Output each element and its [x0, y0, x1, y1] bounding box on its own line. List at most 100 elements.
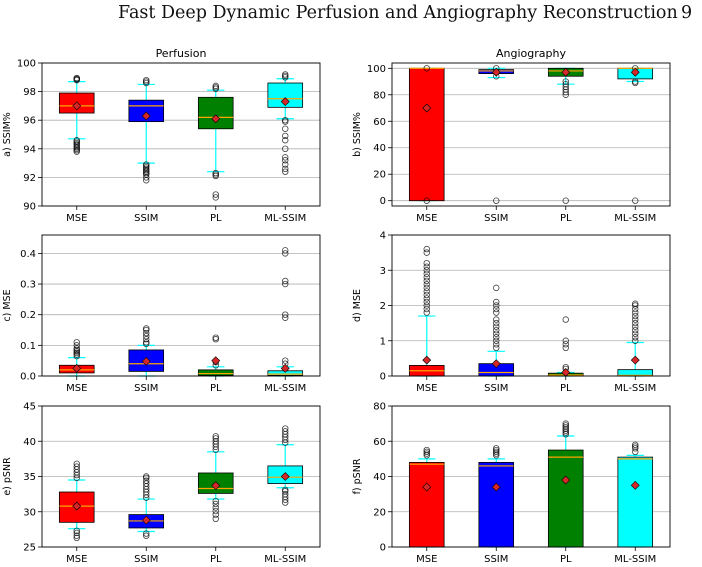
- y-axis-label: f) pSNR: [352, 458, 363, 494]
- y-tick-label: 0: [380, 196, 386, 207]
- box-ssim: [128, 325, 165, 377]
- outlier-point: [143, 161, 150, 168]
- outlier-point: [212, 500, 219, 508]
- box-mse: [58, 74, 95, 155]
- outlier-point: [632, 443, 639, 450]
- y-tick-label: 0.0: [20, 372, 36, 383]
- outlier-point: [282, 486, 289, 494]
- box-ml-ssim: [617, 65, 654, 204]
- outlier-point: [423, 450, 430, 457]
- box-pl: [547, 316, 584, 377]
- outlier-point: [493, 334, 500, 341]
- outlier-point: [73, 342, 80, 349]
- outlier-point: [73, 137, 80, 144]
- outlier-point: [493, 284, 500, 292]
- outlier-point: [212, 507, 219, 515]
- outlier-point: [493, 323, 500, 330]
- x-tick-label: PL: [560, 383, 572, 394]
- outlier-point: [493, 337, 500, 344]
- y-axis-label: d) MSE: [352, 289, 363, 322]
- mean-marker: [72, 363, 82, 373]
- outlier-point: [143, 532, 150, 539]
- y-tick-label: 2: [380, 301, 386, 312]
- outlier-point: [73, 463, 80, 470]
- y-tick-label: 0: [380, 543, 386, 554]
- box-ssim: [128, 473, 165, 539]
- outlier-point: [632, 197, 639, 204]
- outlier-point: [212, 515, 219, 522]
- x-tick-label: ML-SSIM: [264, 213, 306, 224]
- y-tick-label: 4: [380, 231, 386, 242]
- outlier-point: [423, 298, 430, 306]
- y-tick-label: 40: [373, 472, 386, 483]
- x-tick-label: MSE: [66, 554, 87, 565]
- outlier-point: [423, 295, 430, 302]
- box-ssim: [478, 284, 515, 377]
- plot-frame: [391, 62, 671, 207]
- outlier-point: [493, 445, 500, 452]
- y-axis-label: a) SSIM%: [2, 112, 13, 157]
- box-pl: [197, 82, 234, 201]
- plot-frame: [41, 234, 321, 377]
- outlier-point: [493, 319, 500, 327]
- outlier-point: [143, 325, 150, 332]
- outlier-point: [73, 527, 80, 534]
- outlier-point: [73, 74, 80, 82]
- mean-marker: [630, 355, 640, 365]
- mean-marker: [630, 480, 640, 490]
- mean-marker: [422, 103, 432, 113]
- plot-frame: [391, 234, 671, 377]
- outlier-point: [493, 341, 500, 348]
- mean-marker: [422, 355, 432, 365]
- y-tick-label: 45: [23, 402, 36, 413]
- y-tick-label: 0.4: [20, 249, 36, 260]
- outlier-point: [493, 302, 500, 309]
- outlier-point: [632, 78, 639, 85]
- x-tick-label: PL: [210, 383, 222, 394]
- outlier-point: [423, 259, 430, 267]
- outlier-point: [143, 339, 150, 346]
- x-tick-label: MSE: [66, 213, 87, 224]
- outlier-point: [632, 337, 639, 344]
- y-axis-label: b) SSIM%: [352, 112, 363, 157]
- outlier-point: [423, 277, 430, 285]
- outlier-point: [632, 309, 639, 316]
- y-tick-label: 3: [380, 266, 386, 277]
- outlier-point: [282, 357, 289, 364]
- outlier-point: [423, 65, 430, 72]
- outlier-point: [562, 197, 569, 204]
- y-tick-label: 80: [373, 402, 386, 413]
- box-mse: [58, 460, 95, 542]
- mean-marker: [141, 515, 151, 525]
- outlier-point: [423, 448, 430, 456]
- mean-marker: [72, 101, 82, 111]
- outlier-point: [632, 334, 639, 341]
- panel-title: Angiography: [496, 47, 566, 60]
- outlier-point: [423, 245, 430, 253]
- y-tick-label: 92: [23, 173, 36, 184]
- outlier-point: [632, 312, 639, 320]
- mean-marker: [280, 97, 290, 107]
- page-header: Fast Deep Dynamic Perfusion and Angiogra…: [0, 0, 702, 30]
- y-tick-label: 0.1: [20, 341, 36, 352]
- outlier-point: [493, 316, 500, 323]
- x-tick-label: SSIM: [134, 383, 158, 394]
- y-tick-label: 96: [23, 116, 36, 127]
- x-tick-label: PL: [560, 213, 572, 224]
- y-axis-label: e) pSNR: [2, 457, 13, 496]
- outlier-point: [282, 161, 289, 168]
- box-mse: [408, 65, 445, 204]
- y-tick-label: 0.2: [20, 310, 36, 321]
- mean-marker: [211, 356, 221, 366]
- box-body: [408, 67, 445, 202]
- outlier-point: [493, 446, 500, 454]
- outlier-point: [282, 428, 289, 435]
- outlier-point: [282, 168, 289, 175]
- box-ssim: [128, 76, 165, 184]
- outlier-point: [282, 165, 289, 173]
- outlier-point: [282, 425, 289, 432]
- outlier-point: [73, 534, 80, 542]
- plot-frame: [41, 405, 321, 548]
- box-ml-ssim: [267, 247, 304, 377]
- y-tick-label: 100: [17, 59, 36, 70]
